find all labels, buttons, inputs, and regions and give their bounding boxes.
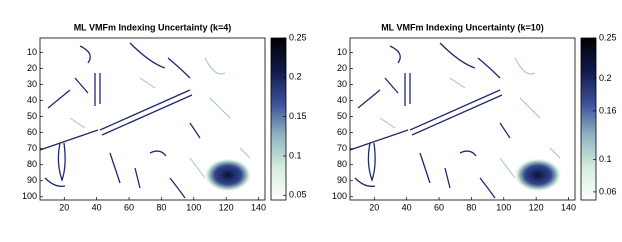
x-tick-label: 100 (186, 202, 201, 212)
x-tick-label: 80 (466, 202, 476, 212)
x-tick-label: 60 (434, 202, 444, 212)
colorbar-tick-label: 0.16 (599, 105, 617, 115)
y-tick-label: 50 (337, 111, 347, 121)
y-tick-label: 20 (27, 63, 37, 73)
y-tick-label: 60 (27, 127, 37, 137)
x-tick-label: 140 (561, 202, 576, 212)
y-tick-label: 90 (337, 175, 347, 185)
colorbar-tick-label: 0.1 (599, 154, 612, 164)
colorbar-tick-label: 0.06 (599, 186, 617, 196)
chart-title: ML VMFm Indexing Uncertainty (k=10) (381, 22, 544, 32)
y-tick-label: 90 (27, 175, 37, 185)
colorbar-tick-label: 0.25 (289, 32, 307, 42)
y-tick-label: 80 (27, 159, 37, 169)
colorbar-tick-label: 0.05 (289, 190, 307, 200)
x-tick-label: 20 (59, 202, 69, 212)
y-tick-label: 10 (337, 47, 347, 57)
y-tick-label: 20 (337, 63, 347, 73)
x-tick-label: 140 (251, 202, 266, 212)
chart-title: ML VMFm Indexing Uncertainty (k=4) (74, 22, 232, 32)
y-tick-label: 100 (22, 191, 37, 201)
colorbar-tick-label: 0.15 (289, 111, 307, 121)
y-tick-label: 40 (27, 95, 37, 105)
x-tick-label: 80 (156, 202, 166, 212)
y-tick-label: 70 (27, 143, 37, 153)
colorbar-tick-label: 0.25 (599, 32, 617, 42)
colorbar-tick-label: 0.2 (289, 72, 302, 82)
axes-frame (39, 37, 266, 201)
y-tick-label: 60 (337, 127, 347, 137)
colorbar (580, 37, 597, 201)
y-tick-label: 80 (337, 159, 347, 169)
x-tick-label: 40 (402, 202, 412, 212)
y-tick-label: 30 (27, 79, 37, 89)
y-tick-label: 50 (27, 111, 37, 121)
x-tick-label: 120 (219, 202, 234, 212)
x-tick-label: 20 (369, 202, 379, 212)
y-tick-label: 30 (337, 79, 347, 89)
colorbar-tick-label: 0.2 (599, 73, 612, 83)
y-tick-label: 10 (27, 47, 37, 57)
x-tick-label: 100 (496, 202, 511, 212)
y-tick-label: 70 (337, 143, 347, 153)
x-tick-label: 120 (529, 202, 544, 212)
x-tick-label: 60 (124, 202, 134, 212)
y-tick-label: 40 (337, 95, 347, 105)
y-tick-label: 100 (332, 191, 347, 201)
axes-frame (349, 37, 576, 201)
colorbar (270, 37, 287, 201)
x-tick-label: 40 (92, 202, 102, 212)
colorbar-tick-label: 0.1 (289, 150, 302, 160)
